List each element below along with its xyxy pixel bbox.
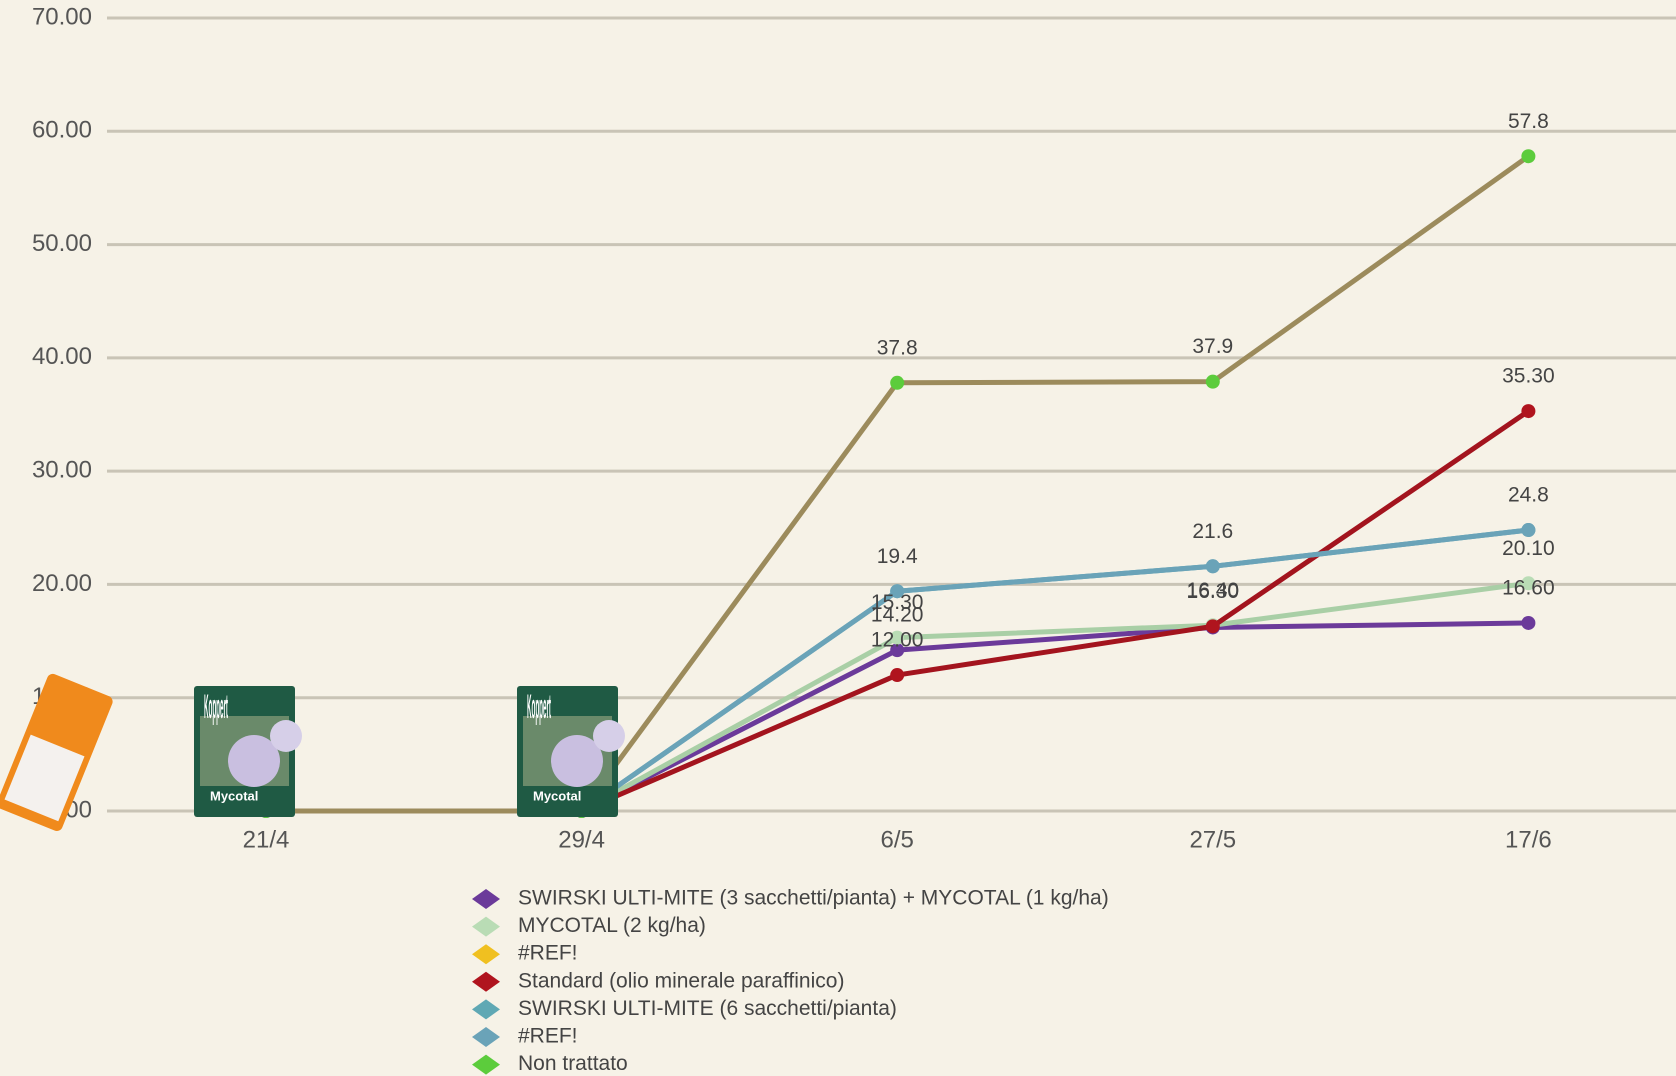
y-tick-label: 50.00 <box>32 230 92 257</box>
legend-label: #REF! <box>518 1025 578 1048</box>
flower <box>593 720 625 752</box>
data-label: 12.00 <box>871 629 924 652</box>
data-label: 14.20 <box>871 604 924 627</box>
brand-logo: Koppert <box>527 688 551 726</box>
brand-logo: Koppert <box>204 688 228 726</box>
legend-label: #REF! <box>518 942 578 965</box>
product-name: Mycotal <box>210 788 258 803</box>
data-label: 21.6 <box>1192 520 1233 543</box>
data-label: 57.8 <box>1508 110 1549 133</box>
data-label: 19.4 <box>877 545 918 568</box>
y-tick-label: 30.00 <box>32 456 92 483</box>
y-tick-label: 60.00 <box>32 117 92 144</box>
legend-label: MYCOTAL (2 kg/ha) <box>518 914 706 937</box>
y-tick-label: 70.00 <box>32 3 92 30</box>
data-label: 24.8 <box>1508 484 1549 507</box>
flower <box>551 735 603 787</box>
product-name: Mycotal <box>533 788 581 803</box>
legend-marker <box>472 944 500 965</box>
legend-marker <box>472 1027 500 1047</box>
legend-label: Standard (olio minerale paraffinico) <box>518 969 844 992</box>
data-label: 37.8 <box>877 336 918 359</box>
data-point <box>890 375 905 390</box>
product-pack-label <box>4 734 85 822</box>
legend-label: SWIRSKI ULTI-MITE (3 sacchetti/pianta) +… <box>518 887 1109 910</box>
data-point <box>890 630 905 645</box>
series-line <box>266 154 1530 814</box>
legend-marker <box>472 1054 500 1075</box>
x-tick-label: 29/4 <box>558 826 605 853</box>
data-point <box>1205 559 1220 574</box>
legend-label: SWIRSKI ULTI-MITE (6 sacchetti/pianta) <box>518 997 897 1020</box>
x-tick-label: 27/5 <box>1189 826 1236 853</box>
data-point <box>890 584 905 599</box>
legend-marker <box>472 971 500 992</box>
legend-marker <box>472 889 500 909</box>
data-label: 16.60 <box>1502 576 1555 599</box>
data-point <box>1521 149 1536 164</box>
flower <box>270 720 302 752</box>
data-point <box>1205 619 1220 634</box>
x-tick-label: 17/6 <box>1505 826 1552 853</box>
data-point <box>1521 615 1536 630</box>
y-tick-label: 20.00 <box>32 570 92 597</box>
data-label: 16.40 <box>1187 579 1240 602</box>
x-tick-label: 21/4 <box>243 826 290 853</box>
x-tick-label: 6/5 <box>881 826 914 853</box>
data-label: 16.30 <box>1187 580 1240 603</box>
data-point <box>1205 374 1220 389</box>
product-images: Koppert Mycotal Koppert Mycotal <box>0 673 625 831</box>
data-point <box>1521 404 1536 419</box>
legend-label: Non trattato <box>518 1052 628 1075</box>
data-label: 20.10 <box>1502 537 1555 560</box>
data-label: 15.30 <box>871 591 924 614</box>
legend-marker <box>472 916 500 937</box>
data-label: 35.30 <box>1502 365 1555 388</box>
y-tick-label: 40.00 <box>32 343 92 370</box>
data-point <box>1521 523 1536 538</box>
data-point <box>890 643 905 658</box>
data-point <box>1521 576 1536 591</box>
flower <box>228 735 280 787</box>
legend-marker <box>472 999 500 1020</box>
data-label: 37.9 <box>1192 335 1233 358</box>
data-point <box>890 668 905 683</box>
